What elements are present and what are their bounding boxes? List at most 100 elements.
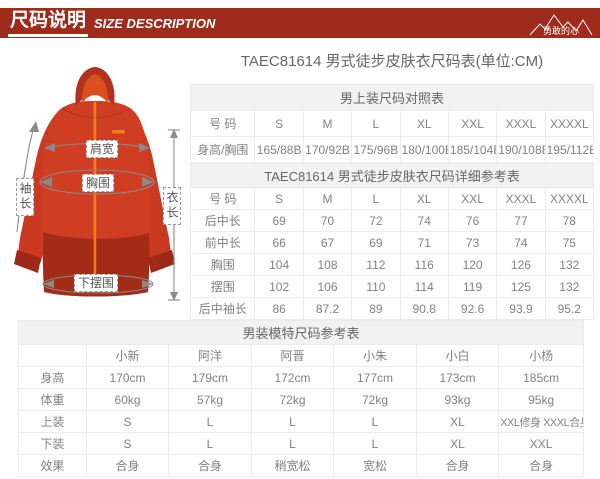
column-header: S — [254, 187, 304, 210]
table-cell: 74 — [399, 209, 449, 232]
column-header: 小白 — [415, 344, 500, 367]
table-row: 号 码 S M L XL XXL XXXL XXXXL — [189, 110, 595, 137]
column-header: 小杨 — [498, 344, 584, 367]
row-label: 后中长 — [189, 209, 256, 232]
table-cell: 126 — [496, 253, 546, 276]
table-cell: 185cm — [498, 366, 584, 389]
table-cell: 177cm — [333, 366, 417, 389]
table-row: 号 码 S M L XL XXL XXXL XXXXL — [189, 187, 595, 210]
table-row: 效果 合身 合身 稍宽松 宽松 合身 合身 — [18, 454, 584, 477]
column-header: L — [351, 187, 401, 210]
table-cell: 合身 — [85, 454, 170, 477]
label-sleeve-length: 袖长 — [16, 178, 34, 216]
table-cell: S — [85, 432, 170, 455]
row-label: 效果 — [18, 454, 87, 477]
row-label: 上装 — [18, 410, 87, 433]
label-shoulder-width: 肩宽 — [86, 140, 119, 158]
table-cell: L — [333, 432, 417, 455]
row-label: 身高/胸围 — [189, 136, 256, 163]
table-title: 男上装尺码对照表 — [190, 84, 594, 111]
row-label: 后中袖长 — [189, 297, 256, 320]
table-cell: 92.6 — [447, 297, 498, 320]
row-label: 体重 — [18, 388, 87, 411]
table-cell: 102 — [254, 275, 304, 298]
table-cell: XL — [415, 432, 500, 455]
brand-logo-text: 勇敢的心 — [543, 25, 579, 36]
table-cell: 95.2 — [544, 297, 595, 320]
row-label: 下装 — [18, 432, 87, 455]
table-cell: 72 — [351, 209, 401, 232]
table-cell: 72kg — [250, 388, 335, 411]
column-header: 小新 — [85, 344, 170, 367]
page-title: TAEC81614 男式徒步皮肤衣尺码表(单位:CM) — [240, 53, 544, 70]
table-cell: 108 — [302, 253, 353, 276]
banner-title-en: SIZE DESCRIPTION — [94, 15, 216, 31]
table-cell: 172cm — [250, 366, 335, 389]
table-cell: 69 — [351, 231, 401, 254]
label-hem-girth: 下摆围 — [74, 274, 119, 292]
column-header: XXXL — [496, 110, 546, 137]
table-row: 上装 S L L L XL XXL修身 XXXL合身 — [18, 410, 584, 433]
table-cell: S — [85, 410, 170, 433]
table-cell: 宽松 — [333, 454, 417, 477]
table-cell: 104 — [254, 253, 304, 276]
row-label: 身高 — [18, 366, 87, 389]
column-header: XL — [399, 187, 449, 210]
table-row: 身高 170cm 179cm 172cm 177cm 173cm 185cm — [18, 366, 584, 389]
table-cell: XL — [415, 410, 500, 433]
table-cell: 165/88B — [254, 136, 304, 163]
table-cell: 73 — [447, 231, 498, 254]
column-header: L — [351, 110, 401, 137]
column-header: 阿晋 — [250, 344, 335, 367]
brand-logo: 勇敢的心 — [529, 14, 593, 36]
table-cell: 86 — [254, 297, 304, 320]
size-comparison-table: 男上装尺码对照表 号 码 S M L XL XXL XXXL XXXXL 身高/… — [189, 84, 595, 163]
table-row: 胸围 104 108 112 116 120 126 132 — [189, 253, 595, 276]
table-cell: 69 — [254, 209, 304, 232]
table-row: 身高/胸围 165/88B 170/92B 175/96B 180/100B 1… — [189, 136, 595, 163]
row-label: 号 码 — [189, 187, 256, 210]
table-row: 后中长 69 70 72 74 76 77 78 — [189, 209, 595, 232]
table-cell: 71 — [399, 231, 449, 254]
table-cell: L — [168, 432, 252, 455]
row-label: 胸围 — [189, 253, 256, 276]
table-cell: XXL修身 XXXL合身 — [498, 410, 584, 433]
table-cell: 110 — [351, 275, 401, 298]
table-row: 小新 阿洋 阿晋 小朱 小白 小杨 — [18, 344, 584, 367]
column-header: XL — [399, 110, 449, 137]
table-cell: 132 — [544, 253, 595, 276]
table-cell: 93kg — [415, 388, 500, 411]
table-cell: 74 — [496, 231, 546, 254]
column-header: M — [302, 187, 353, 210]
table-cell: 114 — [399, 275, 449, 298]
model-reference-table: 男装模特尺码参考表 小新 阿洋 阿晋 小朱 小白 小杨 身高 170cm 179… — [18, 320, 584, 477]
table-cell: L — [168, 410, 252, 433]
banner-title-cn: 尺码说明 — [8, 10, 89, 37]
table-cell: 120 — [447, 253, 498, 276]
mountain-icon — [529, 14, 593, 36]
table-cell: 77 — [496, 209, 546, 232]
table-cell: L — [333, 410, 417, 433]
row-label: 摆围 — [189, 275, 256, 298]
corner-cell — [18, 344, 87, 367]
label-garment-length: 衣长 — [163, 187, 181, 225]
table-cell: 78 — [544, 209, 595, 232]
table-cell: 180/100B — [399, 136, 449, 163]
table-cell: 185/104B — [447, 136, 498, 163]
table-cell: 125 — [496, 275, 546, 298]
table-cell: 90.8 — [399, 297, 449, 320]
table-cell: 195/112B — [544, 136, 595, 163]
table-cell: 70 — [302, 209, 353, 232]
label-chest-girth: 胸围 — [82, 174, 115, 192]
table-cell: 179cm — [168, 366, 252, 389]
table-cell: 87.2 — [302, 297, 353, 320]
table-cell: 合身 — [498, 454, 584, 477]
table-cell: 72kg — [333, 388, 417, 411]
table-cell: L — [250, 410, 335, 433]
table-cell: 112 — [351, 253, 401, 276]
jacket-chest-logo — [112, 130, 125, 134]
row-label: 前中长 — [189, 231, 256, 254]
table-cell: 76 — [447, 209, 498, 232]
column-header: XXXXL — [544, 187, 595, 210]
table-row: 下装 S L L L XL XXL — [18, 432, 584, 455]
